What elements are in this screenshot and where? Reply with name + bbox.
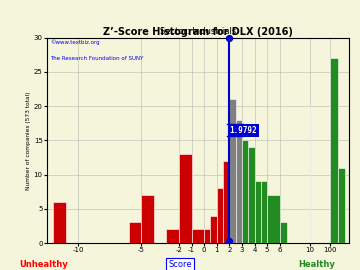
- Bar: [255, 181, 261, 243]
- Bar: [166, 229, 179, 243]
- Text: Score: Score: [168, 260, 192, 269]
- Point: [226, 36, 232, 40]
- Bar: [141, 195, 154, 243]
- Bar: [267, 195, 280, 243]
- Bar: [242, 140, 248, 243]
- Bar: [280, 222, 287, 243]
- Bar: [192, 229, 204, 243]
- Text: 1.9792: 1.9792: [230, 126, 257, 135]
- Bar: [338, 168, 346, 243]
- Text: Unhealthy: Unhealthy: [19, 260, 68, 269]
- Bar: [261, 181, 267, 243]
- Text: The Research Foundation of SUNY: The Research Foundation of SUNY: [50, 56, 143, 61]
- Bar: [223, 161, 229, 243]
- Text: Healthy: Healthy: [298, 260, 335, 269]
- Bar: [211, 216, 217, 243]
- Text: Sector: Industrials: Sector: Industrials: [160, 27, 236, 36]
- Y-axis label: Number of companies (573 total): Number of companies (573 total): [26, 91, 31, 190]
- Bar: [330, 58, 338, 243]
- Bar: [248, 147, 255, 243]
- Bar: [179, 154, 192, 243]
- Bar: [236, 120, 242, 243]
- Bar: [204, 229, 211, 243]
- Bar: [217, 188, 223, 243]
- Point: [226, 239, 232, 243]
- Bar: [129, 222, 141, 243]
- Bar: [53, 202, 66, 243]
- Bar: [229, 99, 236, 243]
- Text: ©www.textbiz.org: ©www.textbiz.org: [50, 40, 99, 45]
- Title: Z’-Score Histogram for DLX (2016): Z’-Score Histogram for DLX (2016): [103, 27, 293, 37]
